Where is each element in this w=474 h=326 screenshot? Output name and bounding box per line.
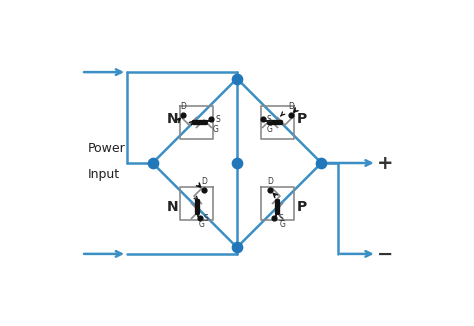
Text: D: D	[288, 102, 294, 111]
Point	[208, 117, 215, 122]
Text: G: G	[199, 220, 205, 229]
Text: N: N	[166, 200, 178, 215]
Text: G: G	[213, 125, 219, 134]
Point	[318, 160, 325, 166]
Point	[233, 76, 241, 81]
Text: N: N	[166, 111, 178, 126]
Text: D: D	[180, 102, 186, 111]
Text: Input: Input	[88, 168, 120, 181]
Point	[196, 216, 204, 221]
Point	[233, 245, 241, 250]
Text: D: D	[267, 177, 273, 186]
Text: S: S	[204, 214, 209, 223]
Text: S: S	[266, 115, 271, 124]
Text: −: −	[376, 244, 393, 263]
Text: G: G	[266, 125, 272, 134]
Point	[180, 112, 187, 118]
Point	[270, 216, 278, 221]
Text: S: S	[278, 214, 283, 223]
Text: +: +	[376, 154, 393, 172]
Text: P: P	[297, 111, 307, 126]
Point	[259, 117, 266, 122]
Text: D: D	[201, 177, 207, 186]
Point	[149, 160, 156, 166]
Point	[266, 188, 274, 193]
Text: G: G	[280, 220, 286, 229]
Text: P: P	[297, 200, 307, 215]
Point	[200, 188, 208, 193]
Point	[233, 160, 241, 166]
Point	[287, 112, 294, 118]
Text: S: S	[215, 115, 220, 124]
Text: Power: Power	[88, 142, 126, 155]
